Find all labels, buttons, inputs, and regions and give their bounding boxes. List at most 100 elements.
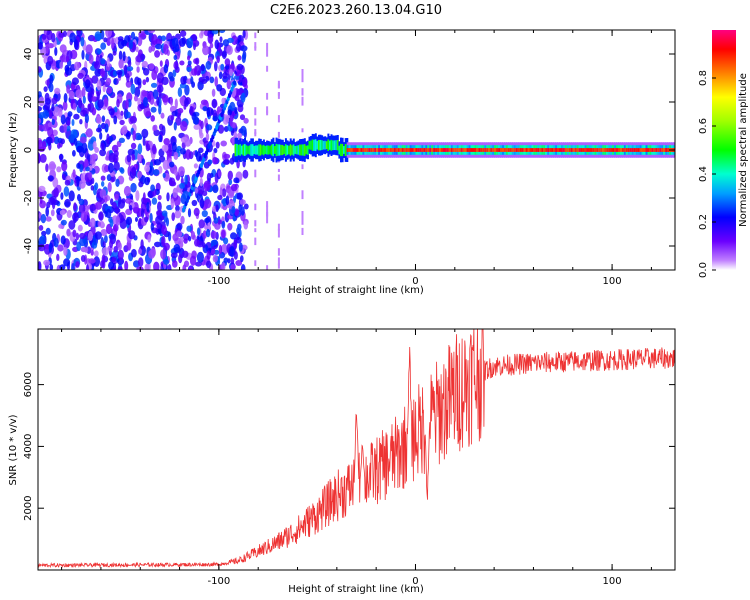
heatmap-cell: [230, 232, 237, 240]
heatmap-cell: [470, 148, 474, 152]
heatmap-cell: [43, 102, 51, 111]
heatmap-cell: [576, 148, 580, 152]
heatmap-cell: [112, 50, 117, 56]
heatmap-cell: [147, 234, 151, 243]
heatmap-cell: [484, 148, 488, 152]
heatmap-cell: [454, 148, 458, 152]
heatmap-cell: [214, 61, 218, 72]
heatmap-cell: [177, 87, 183, 98]
heatmap-cell: [72, 229, 77, 238]
heatmap-cell: [327, 139, 330, 151]
heatmap-cell: [161, 76, 169, 86]
heatmap-cell: [45, 227, 51, 235]
heatmap-cell: [372, 148, 376, 152]
heatmap-cell: [109, 218, 114, 228]
heatmap-cell: [212, 115, 219, 122]
snr-xlabel: Height of straight line (km): [288, 584, 424, 595]
heatmap-cell: [239, 144, 242, 156]
heatmap-cell: [187, 60, 192, 66]
heatmap-cell: [134, 95, 138, 102]
heatmap-cell: [63, 93, 68, 103]
spectrogram-xlabel: Height of straight line (km): [288, 285, 424, 296]
heatmap-cell: [610, 148, 614, 152]
heatmap-cell: [89, 203, 97, 212]
spectrogram-ylabel: Frequency (Hz): [8, 112, 19, 188]
heatmap-cell: [464, 148, 468, 152]
heatmap-cell: [120, 126, 128, 135]
heatmap-cell: [41, 140, 47, 151]
heatmap-cell: [277, 92, 280, 96]
heatmap-cell: [76, 145, 83, 153]
heatmap-cell: [131, 153, 136, 161]
heatmap-cell: [153, 159, 161, 166]
heatmap-cell: [223, 153, 231, 159]
heatmap-cell: [156, 96, 160, 106]
x-tick-label: -100: [208, 576, 231, 587]
heatmap-cell: [278, 144, 281, 156]
colorbar-gradient: [712, 30, 736, 270]
heatmap-cell: [255, 145, 258, 155]
heatmap-cell: [105, 208, 112, 219]
heatmap-cell: [125, 198, 132, 204]
heatmap-cell: [120, 110, 124, 116]
heatmap-cell: [212, 184, 219, 194]
heatmap-cell: [108, 152, 116, 163]
heatmap-cell: [254, 237, 257, 246]
heatmap-cell: [90, 249, 94, 256]
heatmap-cell: [77, 224, 83, 232]
heatmap-cell: [443, 148, 446, 152]
heatmap-cell: [138, 248, 142, 255]
heatmap-cell: [53, 136, 60, 145]
heatmap-cell: [106, 133, 110, 144]
heatmap-cell: [209, 42, 214, 49]
heatmap-cell: [52, 129, 58, 136]
heatmap-cell: [639, 148, 643, 152]
heatmap-cell: [535, 148, 539, 152]
heatmap-cell: [188, 235, 192, 242]
heatmap-cell: [231, 35, 238, 46]
heatmap-cell: [38, 106, 42, 112]
heatmap-cell: [262, 144, 265, 156]
heatmap-cell: [301, 227, 304, 235]
heatmap-cell: [384, 148, 387, 152]
heatmap-cell: [301, 88, 304, 92]
heatmap-cell: [490, 148, 494, 152]
heatmap-cell: [559, 148, 562, 152]
heatmap-cell: [423, 148, 427, 152]
heatmap-cell: [200, 63, 205, 72]
heatmap-cell: [266, 65, 269, 72]
heatmap-cell: [299, 144, 302, 156]
heatmap-cell: [637, 148, 641, 152]
heatmap-cell: [210, 108, 214, 116]
heatmap-cell: [59, 209, 66, 216]
heatmap-cell: [555, 148, 559, 152]
heatmap-cell: [41, 230, 47, 237]
heatmap-cell: [73, 39, 79, 50]
heatmap-cell: [104, 235, 108, 243]
heatmap-cell: [79, 237, 86, 247]
heatmap-cell: [98, 211, 104, 221]
heatmap-cell: [254, 220, 257, 227]
heatmap-cell: [301, 216, 304, 225]
heatmap-cell: [71, 119, 75, 126]
heatmap-cell: [505, 148, 509, 152]
heatmap-cell: [425, 148, 429, 152]
heatmap-cell: [254, 169, 257, 178]
heatmap-cell: [236, 143, 239, 157]
heatmap-cell: [297, 145, 300, 155]
heatmap-cell: [84, 113, 89, 124]
heatmap-cell: [592, 148, 596, 152]
heatmap-cell: [38, 152, 41, 164]
heatmap-cell: [211, 88, 216, 97]
heatmap-cell: [389, 148, 393, 152]
heatmap-cell: [180, 76, 187, 85]
heatmap-cell: [261, 145, 264, 155]
heatmap-cell: [114, 106, 118, 113]
heatmap-cell: [289, 144, 292, 156]
heatmap-cell: [91, 107, 97, 116]
heatmap-cell: [568, 148, 572, 152]
heatmap-cell: [43, 259, 50, 266]
heatmap-cell: [564, 148, 568, 152]
heatmap-cell: [280, 144, 283, 156]
heatmap-cell: [250, 144, 253, 156]
